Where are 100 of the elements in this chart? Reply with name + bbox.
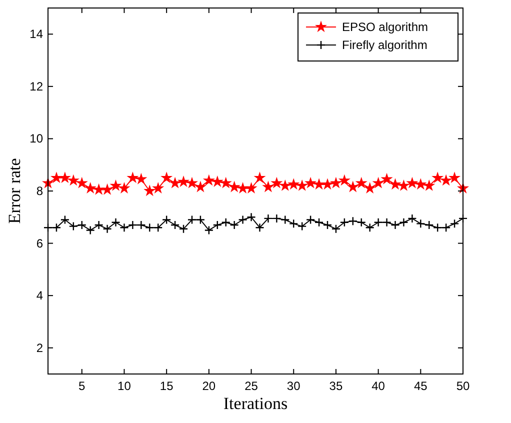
point (306, 215, 316, 224)
y-tick-label: 14 (30, 27, 44, 42)
point (212, 220, 222, 230)
x-tick-label: 5 (78, 379, 86, 393)
point (432, 172, 444, 184)
x-tick-label: 35 (329, 379, 343, 393)
x-tick-label: 10 (118, 379, 132, 393)
point (178, 224, 188, 234)
y-tick-label: 8 (36, 184, 44, 198)
point (170, 220, 180, 230)
point (236, 182, 249, 194)
point (204, 226, 214, 235)
point (94, 220, 104, 230)
point (296, 179, 308, 191)
point (398, 179, 410, 191)
point (322, 220, 332, 230)
point (145, 223, 154, 232)
point (389, 178, 402, 190)
x-tick-label: 50 (456, 379, 470, 393)
point (102, 224, 112, 234)
point (238, 215, 248, 224)
point (52, 223, 62, 232)
point (245, 182, 258, 194)
point (220, 176, 232, 188)
point (84, 182, 96, 194)
point (441, 223, 451, 232)
point (67, 174, 80, 186)
point (162, 215, 172, 224)
point (406, 176, 418, 188)
point (424, 220, 434, 230)
x-tick-label: 25 (244, 379, 258, 393)
point (118, 182, 130, 194)
point (331, 224, 341, 234)
x-tick-label: 15 (160, 379, 174, 393)
point (432, 223, 442, 232)
point (450, 219, 460, 228)
point (270, 176, 283, 188)
x-axis-title: Iterations (223, 394, 288, 413)
point (304, 176, 317, 188)
point (338, 174, 350, 186)
point (187, 215, 197, 224)
point (364, 182, 376, 194)
point (144, 184, 156, 196)
point (264, 214, 273, 224)
point (120, 223, 129, 232)
point (68, 222, 78, 231)
point (399, 218, 408, 227)
point (152, 182, 164, 194)
x-tick-label: 30 (286, 379, 301, 393)
point (135, 172, 148, 184)
point (416, 219, 426, 228)
point (280, 215, 290, 224)
point (255, 223, 264, 232)
point (380, 172, 393, 184)
point (110, 179, 122, 191)
point (382, 218, 392, 227)
y-tick-label: 10 (30, 132, 44, 146)
point (228, 180, 240, 192)
point (77, 220, 86, 230)
point (230, 220, 239, 230)
point (50, 172, 62, 184)
point (355, 176, 368, 188)
point (126, 172, 139, 184)
point (86, 226, 95, 235)
x-tick-label: 45 (414, 379, 428, 393)
point (128, 220, 138, 230)
point (111, 218, 120, 227)
point (414, 178, 427, 190)
legend-label: EPSO algorithm (342, 20, 428, 34)
point (169, 176, 182, 188)
point (154, 223, 163, 232)
point (356, 218, 366, 227)
point (246, 212, 256, 222)
point (196, 215, 206, 224)
point (60, 215, 70, 224)
point (374, 218, 383, 227)
point (408, 214, 417, 224)
point (390, 220, 400, 230)
point (76, 176, 88, 188)
point (348, 216, 358, 226)
point (340, 218, 350, 227)
point (440, 174, 452, 186)
y-tick-label: 4 (36, 288, 44, 303)
point (448, 172, 461, 184)
x-tick-label: 40 (372, 379, 386, 393)
point (136, 220, 146, 230)
point (365, 223, 374, 232)
point (254, 172, 266, 184)
point (330, 176, 342, 188)
point (177, 176, 190, 187)
x-tick-label: 20 (202, 379, 216, 393)
point (314, 218, 324, 227)
point (186, 176, 198, 188)
point (160, 172, 173, 184)
point (289, 219, 298, 228)
point (272, 214, 282, 224)
point (423, 179, 436, 191)
point (92, 183, 105, 195)
point (288, 178, 300, 190)
y-tick-label: 12 (30, 79, 44, 94)
